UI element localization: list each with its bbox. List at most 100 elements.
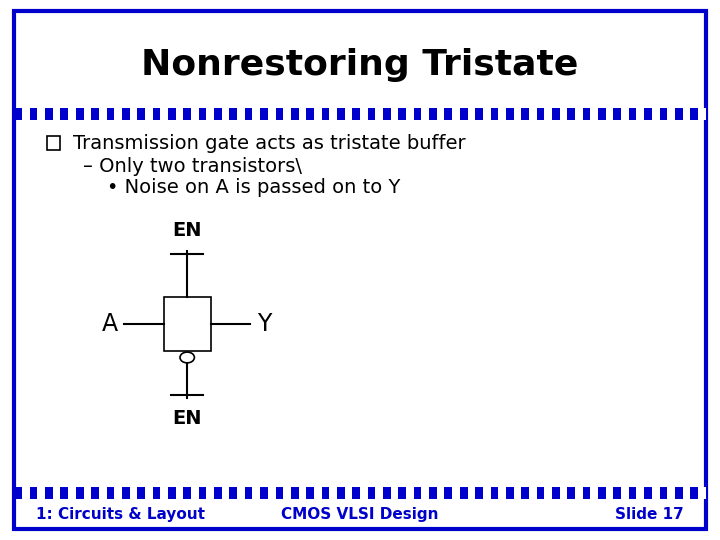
Bar xyxy=(161,108,168,120)
Bar xyxy=(544,487,552,499)
Bar xyxy=(222,108,230,120)
Bar xyxy=(598,108,606,120)
Bar xyxy=(76,487,84,499)
Bar xyxy=(460,487,467,499)
Text: CMOS VLSI Design: CMOS VLSI Design xyxy=(282,507,438,522)
Bar xyxy=(37,108,45,120)
Bar xyxy=(429,487,437,499)
Text: Nonrestoring Tristate: Nonrestoring Tristate xyxy=(141,48,579,82)
Bar xyxy=(437,487,444,499)
Bar xyxy=(60,108,68,120)
Bar xyxy=(138,487,145,499)
Bar xyxy=(606,487,613,499)
Text: Slide 17: Slide 17 xyxy=(616,507,684,522)
Bar xyxy=(398,487,406,499)
Bar xyxy=(168,487,176,499)
Bar xyxy=(652,108,660,120)
Bar xyxy=(184,108,191,120)
Bar xyxy=(352,487,360,499)
Bar xyxy=(506,487,513,499)
Bar xyxy=(299,108,306,120)
Bar xyxy=(276,108,283,120)
Bar xyxy=(176,108,184,120)
Bar xyxy=(184,487,191,499)
Bar xyxy=(291,487,299,499)
Bar xyxy=(53,108,60,120)
Bar xyxy=(122,487,130,499)
Bar xyxy=(191,108,199,120)
Bar xyxy=(406,108,414,120)
Bar xyxy=(529,108,536,120)
Bar xyxy=(552,108,559,120)
Bar xyxy=(444,487,452,499)
Bar xyxy=(230,487,237,499)
Bar xyxy=(130,108,138,120)
Bar xyxy=(375,487,383,499)
Bar xyxy=(698,108,706,120)
Circle shape xyxy=(180,352,194,363)
Bar xyxy=(652,487,660,499)
Bar xyxy=(421,108,429,120)
Bar xyxy=(322,487,329,499)
Text: 1: Circuits & Layout: 1: Circuits & Layout xyxy=(36,507,205,522)
Bar xyxy=(475,487,483,499)
Bar xyxy=(161,487,168,499)
Bar xyxy=(644,487,652,499)
Bar xyxy=(483,487,490,499)
Bar xyxy=(91,487,99,499)
Bar xyxy=(621,108,629,120)
Bar xyxy=(176,487,184,499)
Bar xyxy=(14,487,22,499)
Bar xyxy=(45,108,53,120)
Bar xyxy=(306,108,314,120)
Bar xyxy=(606,108,613,120)
Bar xyxy=(153,487,161,499)
Bar xyxy=(306,487,314,499)
Bar xyxy=(383,108,391,120)
Bar xyxy=(498,108,506,120)
Bar xyxy=(68,487,76,499)
Bar xyxy=(283,108,291,120)
Bar xyxy=(613,487,621,499)
Bar xyxy=(329,487,337,499)
Text: Y: Y xyxy=(258,312,271,336)
Bar xyxy=(329,108,337,120)
Bar xyxy=(667,108,675,120)
Bar xyxy=(483,108,490,120)
Bar xyxy=(14,108,22,120)
Bar xyxy=(437,108,444,120)
Bar xyxy=(60,487,68,499)
Bar xyxy=(237,487,245,499)
Bar xyxy=(414,487,421,499)
Bar xyxy=(360,108,368,120)
Bar xyxy=(352,108,360,120)
Bar xyxy=(114,487,122,499)
Bar xyxy=(406,487,414,499)
Bar xyxy=(567,487,575,499)
Bar xyxy=(636,487,644,499)
Bar xyxy=(76,108,84,120)
Bar xyxy=(460,108,467,120)
Bar xyxy=(138,108,145,120)
Bar xyxy=(513,108,521,120)
Bar xyxy=(30,108,37,120)
Bar xyxy=(444,108,452,120)
Bar xyxy=(222,487,230,499)
Bar xyxy=(452,108,460,120)
Text: EN: EN xyxy=(173,409,202,428)
Bar xyxy=(345,108,352,120)
Bar xyxy=(690,108,698,120)
Bar xyxy=(91,108,99,120)
Bar xyxy=(506,108,513,120)
Bar xyxy=(590,487,598,499)
Text: A: A xyxy=(102,312,118,336)
Bar xyxy=(575,108,582,120)
Bar xyxy=(683,108,690,120)
Bar xyxy=(414,108,421,120)
Bar xyxy=(130,487,138,499)
Bar xyxy=(322,108,329,120)
Bar xyxy=(268,487,276,499)
Bar xyxy=(467,108,475,120)
Text: EN: EN xyxy=(173,221,202,240)
Bar xyxy=(99,487,107,499)
